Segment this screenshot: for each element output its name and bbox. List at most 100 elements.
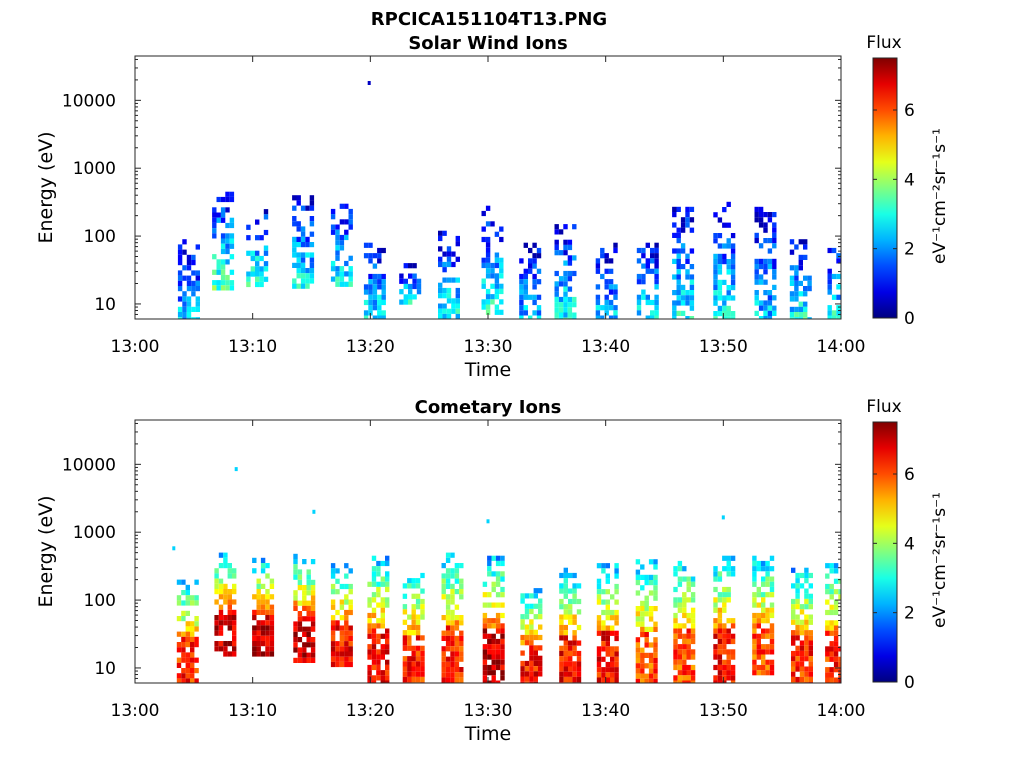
heatmap-cell (344, 656, 349, 662)
heatmap-cell (601, 656, 606, 662)
heatmap-cell (726, 664, 731, 671)
heatmap-cell (845, 258, 849, 263)
heatmap-cell (654, 315, 659, 319)
heatmap-cell (563, 250, 568, 256)
heatmap-cell (265, 620, 270, 626)
heatmap-cell (596, 583, 602, 590)
heatmap-cell (330, 568, 336, 574)
heatmap-cell (836, 305, 841, 311)
heatmap-cell (605, 578, 610, 584)
heatmap-cell (798, 301, 803, 307)
heatmap-cell (177, 286, 183, 292)
heatmap-cell (532, 279, 537, 285)
heatmap-cell (438, 313, 443, 319)
heatmap-cell (407, 656, 412, 662)
heatmap-cell (185, 673, 190, 679)
heatmap-cell (756, 654, 761, 660)
heatmap-cell (269, 646, 275, 652)
heatmap-cell (229, 222, 235, 229)
heatmap-cell (330, 620, 336, 626)
y-axis-label: Energy (eV) (35, 495, 57, 607)
heatmap-cell (177, 296, 183, 302)
heatmap-cell (293, 626, 298, 632)
heatmap-cell (808, 661, 813, 667)
heatmap-cell (265, 641, 270, 647)
heatmap-cell (765, 581, 770, 587)
heatmap-cell (756, 623, 761, 629)
heatmap-cell (225, 196, 230, 203)
heatmap-cell (529, 666, 534, 672)
heatmap-cell (181, 678, 186, 683)
heatmap-cell (563, 286, 568, 292)
heatmap-cell (302, 616, 307, 622)
heatmap-cell (302, 585, 307, 591)
heatmap-cell (838, 594, 841, 600)
heatmap-cell (717, 217, 723, 223)
heatmap-cell (185, 662, 190, 668)
heatmap-cell (330, 661, 336, 668)
heatmap-cell (559, 583, 564, 589)
heatmap-cell (713, 586, 718, 593)
heatmap-cell (371, 680, 377, 683)
heatmap-cell (415, 593, 421, 599)
heatmap-cell (229, 233, 235, 239)
heatmap-cell (532, 242, 537, 248)
heatmap-cell (676, 232, 681, 238)
heatmap-cell (500, 576, 505, 582)
heatmap-cell (524, 614, 530, 620)
heatmap-cell (220, 264, 226, 270)
heatmap-cell (536, 310, 542, 316)
heatmap-cell (761, 633, 766, 639)
heatmap-cell (673, 644, 678, 650)
heatmap-cell (794, 244, 799, 250)
heatmap-cell (402, 583, 408, 589)
heatmap-cell (363, 242, 369, 248)
heatmap-cell (420, 676, 425, 683)
heatmap-cell (645, 263, 650, 269)
heatmap-cell (438, 282, 443, 288)
heatmap-cell (769, 602, 775, 608)
heatmap-cell (442, 313, 447, 319)
heatmap-cell (825, 651, 830, 657)
heatmap-cell (563, 656, 568, 662)
heatmap-cell (568, 671, 573, 677)
heatmap-cell (445, 594, 451, 600)
heatmap-cell (730, 649, 736, 655)
heatmap-cell (302, 647, 307, 653)
heatmap-cell (523, 310, 528, 316)
heatmap-cell (752, 623, 757, 629)
heatmap-cell (227, 620, 232, 626)
heatmap-cell (292, 236, 297, 242)
heatmap-cell (752, 597, 757, 603)
heatmap-cell (494, 257, 500, 263)
heatmap-cell (799, 640, 805, 646)
heatmap-cell (482, 649, 488, 655)
heatmap-cell (804, 671, 809, 677)
x-axis-label: Time (464, 359, 512, 381)
heatmap-cell (601, 625, 606, 631)
heatmap-cell (500, 670, 505, 676)
heatmap-cell (682, 680, 687, 683)
heatmap-cell (445, 557, 451, 563)
heatmap-cell (685, 253, 690, 259)
heatmap-cell (654, 247, 659, 254)
heatmap-cell (450, 620, 455, 626)
heatmap-cell (300, 236, 306, 242)
heatmap-cell (194, 642, 199, 648)
heatmap-cell (344, 563, 349, 569)
heatmap-cell (372, 289, 378, 295)
heatmap-cell (769, 644, 775, 650)
heatmap-cell (654, 258, 659, 264)
heatmap-cell (558, 296, 564, 303)
heatmap-cell (305, 273, 310, 279)
heatmap-cell (194, 636, 199, 642)
heatmap-cell (225, 243, 230, 249)
heatmap-cell (500, 675, 505, 681)
heatmap-cell (377, 253, 382, 259)
x-tick-label: 13:50 (699, 701, 748, 721)
heatmap-cell (220, 243, 226, 249)
heatmap-cell (559, 676, 564, 683)
heatmap-cell (596, 651, 602, 657)
heatmap-cell (214, 625, 219, 631)
heatmap-cell (227, 609, 232, 615)
